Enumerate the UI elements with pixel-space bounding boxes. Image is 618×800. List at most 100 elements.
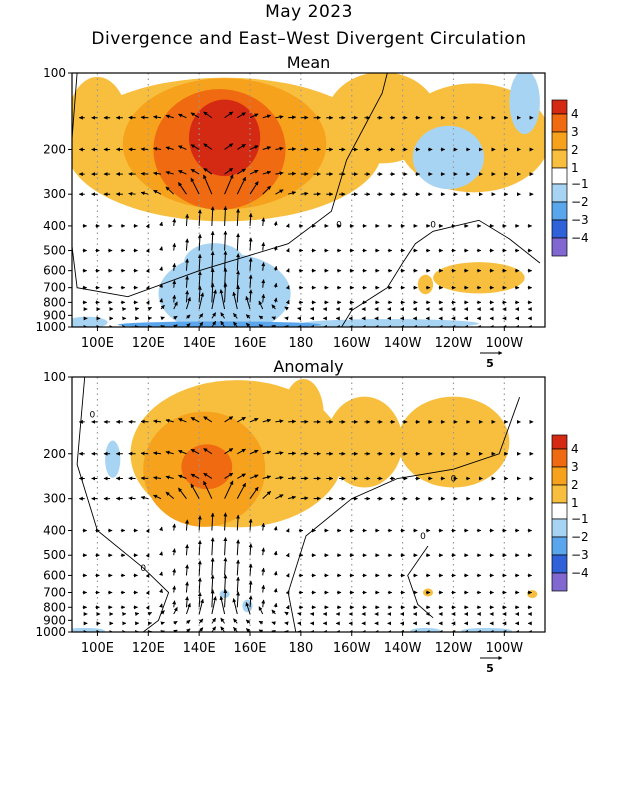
vector-arrow (159, 603, 163, 608)
vector-arrow (165, 170, 174, 175)
vector-arrow (210, 589, 215, 608)
vector-arrow (185, 519, 190, 531)
colorbar-segment (551, 536, 568, 556)
vector-arrow (262, 490, 272, 500)
vector-arrow (288, 191, 297, 195)
vector-arrow (145, 573, 150, 578)
vector-arrow (275, 171, 284, 176)
vector-arrow (220, 617, 225, 624)
vector-arrow (197, 233, 202, 251)
y-tick-label: 700 (43, 281, 66, 295)
colorbar-label: −1 (571, 177, 589, 191)
vector-arrow (288, 147, 297, 152)
vector-arrow (159, 571, 163, 576)
wind-vectors (78, 111, 534, 327)
vector-arrow (223, 557, 228, 576)
vector-arrow (223, 282, 228, 303)
contour-line (72, 73, 388, 298)
vector-arrow (165, 186, 175, 195)
vector-arrow (249, 113, 259, 119)
panel-title: Anomaly (273, 357, 343, 376)
vector-arrow (262, 185, 272, 195)
vector-arrow (153, 189, 162, 195)
vector-arrow (262, 170, 272, 175)
vector-arrow (211, 312, 217, 319)
vector-arrow (288, 495, 297, 500)
colorbar-segment (551, 149, 568, 169)
vector-arrow (273, 265, 278, 271)
vector-arrow (173, 315, 178, 320)
vector-arrow (224, 174, 234, 195)
vector-arrow (300, 496, 309, 501)
vector-arrow (211, 626, 217, 632)
colorbar-label: 4 (571, 107, 579, 121)
vector-arrow (271, 621, 276, 626)
contour-line (76, 377, 170, 632)
vector-arrow (285, 590, 290, 595)
vector-arrow (173, 620, 178, 625)
vector-arrow (190, 168, 200, 175)
shaded-region (412, 125, 484, 190)
colorbar-label: 1 (571, 496, 579, 510)
colorbar-segment (551, 99, 568, 115)
vector-arrow (245, 295, 251, 310)
vector-arrow (147, 316, 153, 321)
contour-label: 0 (430, 221, 436, 231)
vector-arrow (172, 548, 177, 556)
vector-arrow (198, 598, 204, 615)
colorbar-segment (551, 219, 568, 239)
x-tick-label: 120W (435, 336, 473, 351)
vector-arrow (145, 528, 150, 534)
vector-arrow (285, 223, 290, 228)
y-tick-label: 900 (43, 613, 66, 627)
colorbar-segment (551, 466, 568, 486)
vector-arrow (237, 143, 246, 150)
colorbar-segment (551, 167, 568, 185)
vector-arrow (273, 602, 278, 608)
vector-arrow (145, 300, 150, 305)
x-tick-label: 160W (333, 336, 371, 351)
vector-arrow (223, 230, 228, 251)
shaded-region (72, 627, 106, 632)
vector-arrow (211, 289, 217, 310)
vector-arrow (159, 526, 163, 531)
vector-arrow (224, 480, 234, 499)
vector-arrow (236, 233, 241, 251)
wind-vectors (78, 416, 534, 632)
vector-arrow (210, 206, 215, 226)
y-tick-label: 300 (43, 187, 66, 201)
vector-arrow (275, 189, 284, 195)
shaded-region (326, 396, 403, 488)
vector-arrow (210, 537, 215, 556)
shaded-region (72, 76, 128, 173)
vector-arrow (233, 321, 238, 327)
vector-arrow (273, 282, 278, 288)
vector-arrow (223, 537, 228, 556)
vector-arrow (172, 600, 177, 608)
vector-arrow (273, 588, 278, 593)
vector-arrow (210, 250, 215, 271)
vector-arrow (248, 274, 253, 288)
colorbar-segment (551, 434, 568, 450)
vector-arrow (220, 320, 225, 327)
vector-arrow (261, 217, 266, 226)
x-tick-label: 100W (485, 641, 523, 656)
vector-arrow (273, 297, 278, 303)
vector-arrow (223, 512, 228, 531)
vector-arrow (172, 294, 177, 303)
vector-arrow (232, 291, 238, 310)
vector-arrow (249, 474, 259, 479)
vector-arrow (160, 304, 165, 310)
colorbar-segment (551, 201, 568, 221)
vector-arrow (178, 450, 187, 455)
vector-arrow (288, 171, 297, 176)
vector-arrow (185, 581, 190, 593)
colorbar-label: 4 (571, 442, 579, 456)
vector-arrow (273, 526, 278, 531)
colorbar-segment (551, 448, 568, 468)
vector-arrow (248, 580, 253, 593)
vector-arrow (210, 557, 215, 576)
vector-arrow (165, 114, 174, 119)
y-tick-label: 800 (43, 295, 66, 309)
vector-arrow (165, 418, 174, 423)
